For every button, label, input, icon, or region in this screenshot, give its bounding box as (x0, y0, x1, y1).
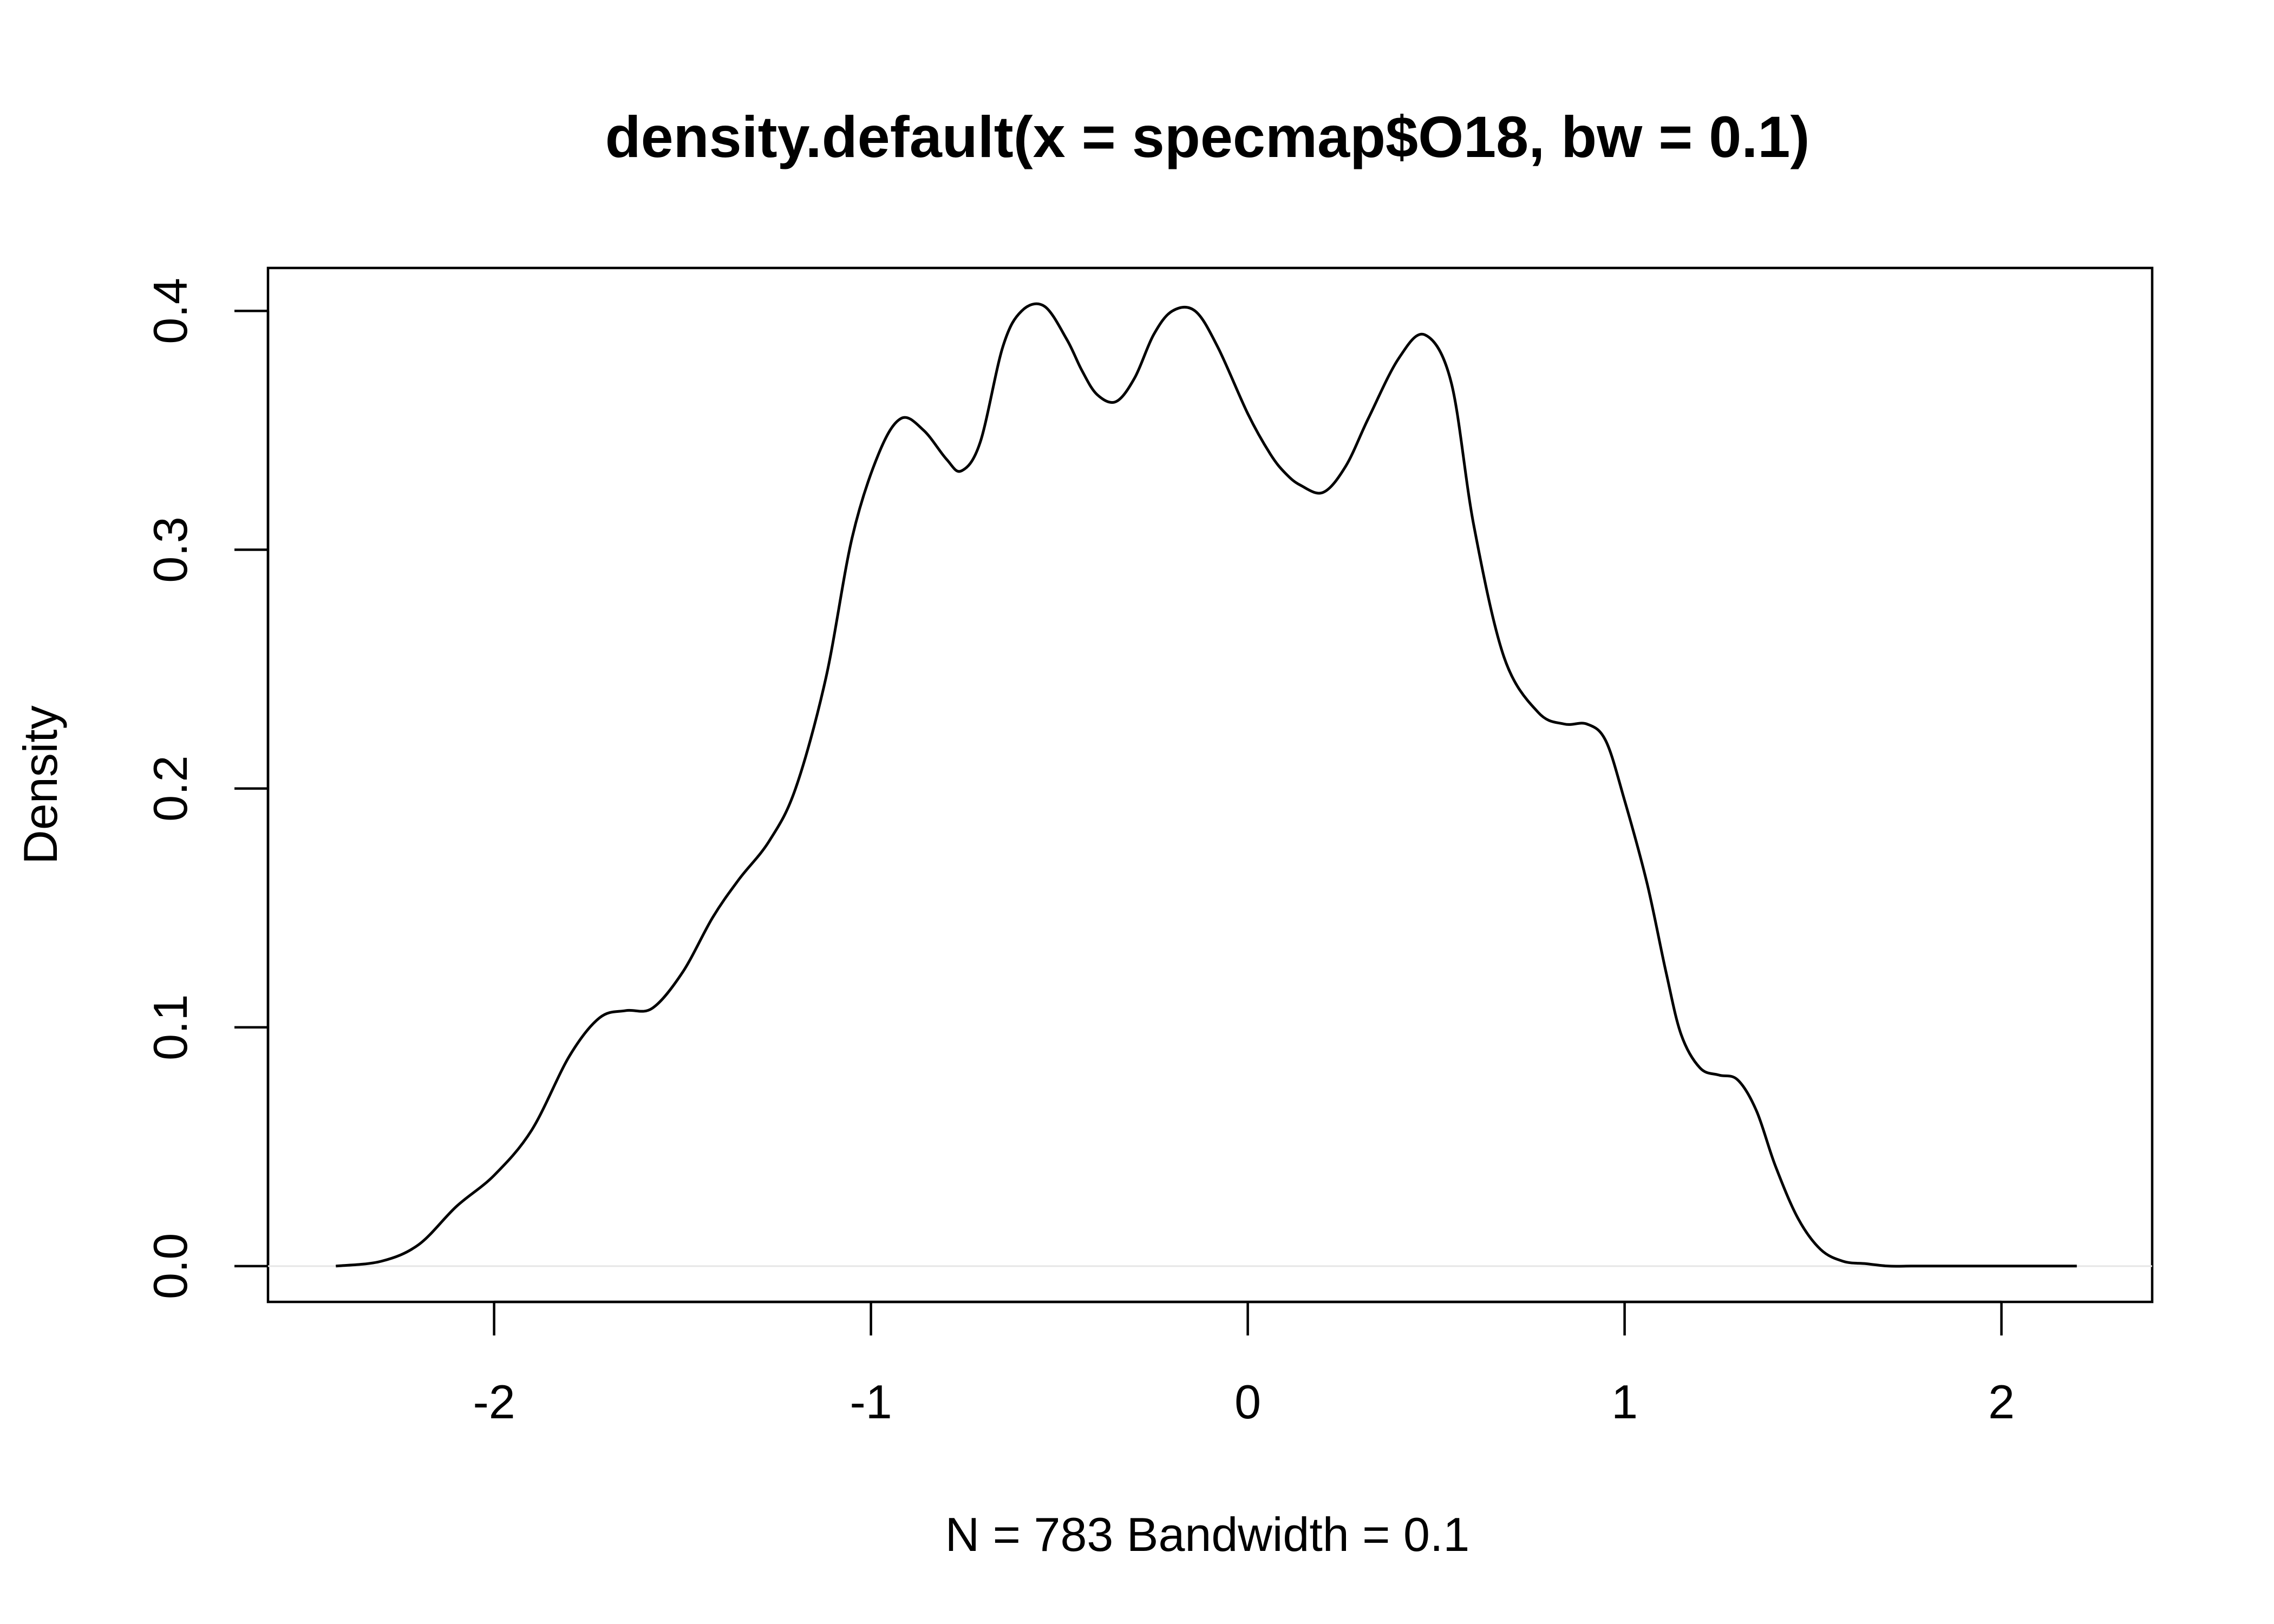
y-tick-label: 0.1 (143, 994, 197, 1060)
x-axis: -2 -1 0 1 2 (473, 1300, 2015, 1429)
x-tick-label: -1 (850, 1375, 892, 1429)
y-axis: 0.0 0.1 0.2 0.3 0.4 (143, 278, 270, 1299)
y-tick-label: 0.3 (143, 516, 197, 582)
y-tick-label: 0.4 (143, 278, 197, 344)
y-tick-label: 0.0 (143, 1233, 197, 1299)
density-curve (336, 302, 2077, 1268)
y-axis-label: Density (14, 705, 67, 864)
x-axis-label: N = 783 Bandwidth = 0.1 (945, 1508, 1470, 1561)
x-tick-label: 0 (1234, 1375, 1261, 1429)
plot-frame (266, 266, 2154, 1304)
plot-area (268, 302, 2152, 1268)
y-tick-label: 0.2 (143, 755, 197, 821)
chart-title: density.default(x = specmap$O18, bw = 0.… (605, 104, 1810, 169)
x-tick-label: 2 (1988, 1375, 2015, 1429)
x-tick-label: 1 (1611, 1375, 1638, 1429)
x-tick-label: -2 (473, 1375, 515, 1429)
